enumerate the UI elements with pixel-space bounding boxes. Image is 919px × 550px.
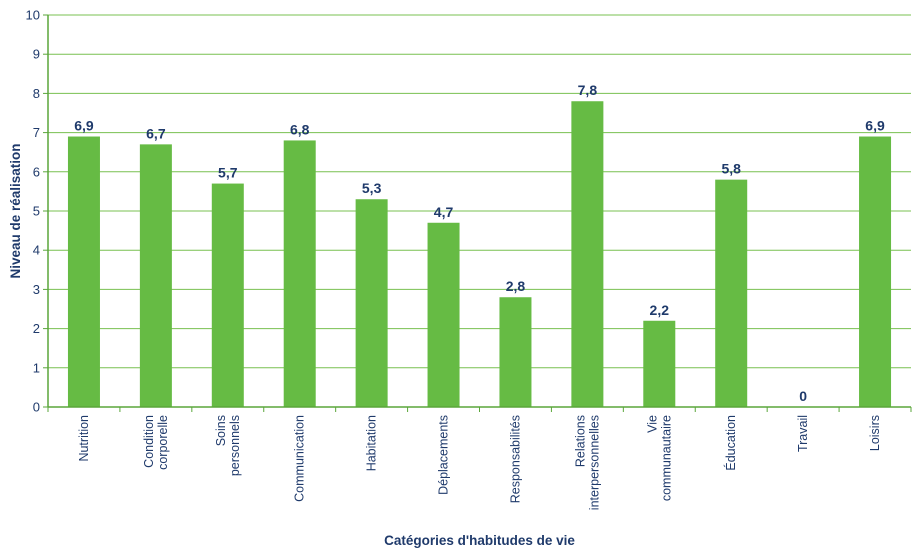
- category-label-line: corporelle: [156, 415, 170, 470]
- y-tick-label: 8: [33, 86, 40, 101]
- y-tick-label: 10: [26, 8, 40, 23]
- y-axis-ticks: 0 1 2 3 4 5 6 7 8 9 10: [26, 8, 48, 415]
- value-label: 2,2: [650, 302, 670, 318]
- category-label-line: personnels: [228, 415, 242, 476]
- bar: [715, 179, 748, 407]
- category-label-line: Relations: [573, 415, 587, 467]
- category-label-line: communautaire: [659, 415, 673, 501]
- value-label: 2,8: [506, 278, 526, 294]
- category-label-line: Soins: [214, 415, 228, 446]
- category-label: Vie communautaire: [645, 415, 673, 501]
- bar: [139, 144, 172, 408]
- category-label-line: Communication: [293, 415, 307, 502]
- category-label-line: Condition: [142, 415, 156, 468]
- y-tick-label: 3: [33, 282, 40, 297]
- y-tick-label: 9: [33, 47, 40, 62]
- value-label: 6,9: [74, 118, 94, 134]
- category-label: Déplacements: [437, 415, 451, 495]
- value-label: 6,8: [290, 121, 310, 137]
- category-label: Responsabilités: [508, 415, 522, 503]
- category-label-line: Travail: [796, 415, 810, 452]
- y-tick-label: 5: [33, 204, 40, 219]
- category-label-line: Responsabilités: [508, 415, 522, 503]
- y-tick-label: 0: [33, 400, 40, 415]
- x-axis-title: Catégories d'habitudes de vie: [384, 533, 575, 548]
- y-tick-label: 7: [33, 125, 40, 140]
- bar: [67, 136, 100, 407]
- category-label-line: interpersonnelles: [587, 415, 601, 510]
- bar: [571, 101, 604, 408]
- category-label: Nutrition: [77, 415, 91, 462]
- category-label: Communication: [293, 415, 307, 502]
- category-label: Habitation: [365, 415, 379, 471]
- value-label: 5,3: [362, 180, 382, 196]
- x-axis-labels: Nutrition Condition corporelle Soins personn…: [47, 407, 912, 510]
- bar: [355, 199, 388, 407]
- category-label-line: Vie: [645, 415, 659, 433]
- value-labels: 6,9 6,7 5,7 6,8 5,3 4,7 2,8 7,8 2,2 5,8 0 6,9: [74, 82, 885, 404]
- y-tick-label: 4: [33, 243, 40, 258]
- category-label: Relations interpersonnelles: [573, 415, 601, 510]
- category-label-line: Déplacements: [437, 415, 451, 495]
- bar: [427, 222, 460, 407]
- category-label-line: Éducation: [723, 415, 738, 471]
- y-tick-label: 1: [33, 360, 40, 375]
- y-tick-label: 6: [33, 164, 40, 179]
- bar: [499, 297, 532, 407]
- value-label: 6,9: [865, 118, 885, 134]
- value-label: 5,7: [218, 165, 238, 181]
- y-tick-label: 2: [33, 321, 40, 336]
- bar: [211, 183, 244, 407]
- bar: [283, 140, 316, 407]
- category-label: Soins personnels: [214, 415, 242, 476]
- category-label: Condition corporelle: [142, 415, 170, 470]
- category-label: Loisirs: [868, 415, 882, 451]
- category-label-line: Habitation: [365, 415, 379, 471]
- bars: [67, 101, 892, 408]
- value-label: 7,8: [578, 82, 598, 98]
- value-label: 6,7: [146, 125, 166, 141]
- y-axis-title: Niveau de réalisation: [8, 143, 23, 278]
- bar: [859, 136, 892, 407]
- gridlines: [48, 14, 911, 369]
- category-label: Éducation: [723, 415, 738, 471]
- category-label-line: Nutrition: [77, 415, 91, 462]
- value-label: 5,8: [721, 161, 741, 177]
- bar: [643, 320, 676, 407]
- category-label-line: Loisirs: [868, 415, 882, 451]
- category-label: Travail: [796, 415, 810, 452]
- value-label: 0: [799, 388, 807, 404]
- value-label: 4,7: [434, 204, 454, 220]
